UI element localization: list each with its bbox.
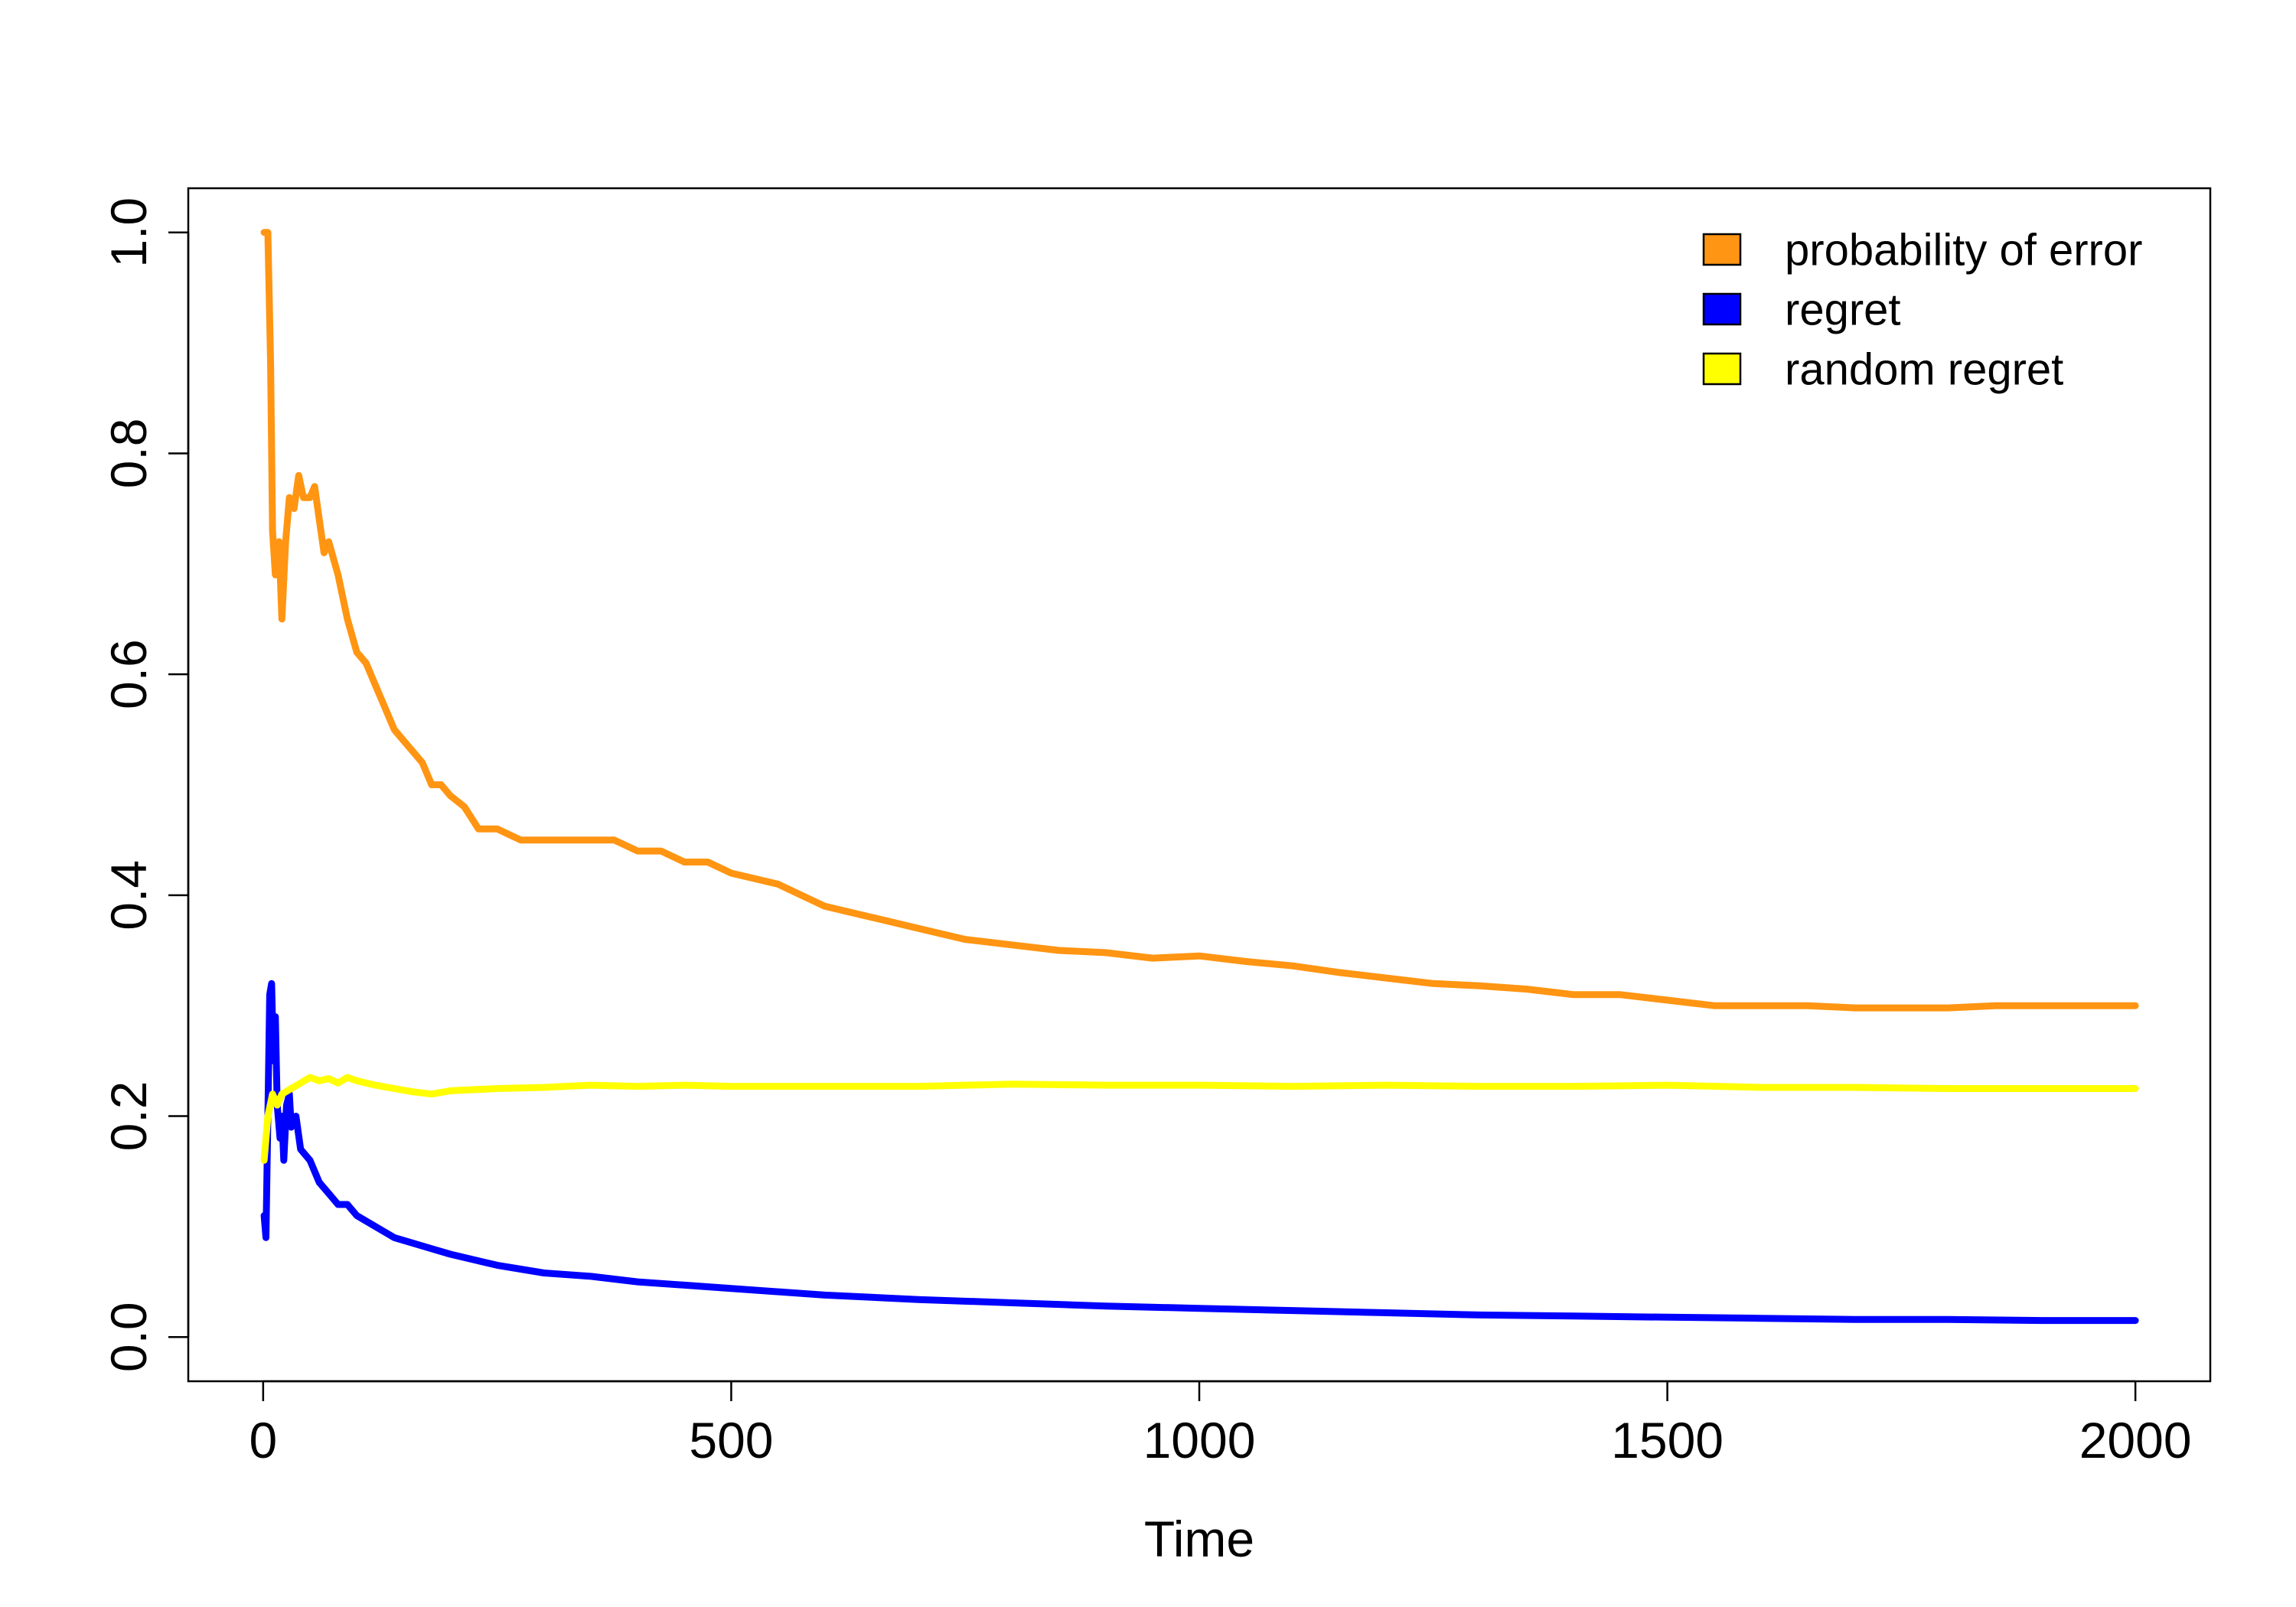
- legend-label-random-regret: random regret: [1785, 345, 2063, 395]
- series-line-random-regret: [260, 1074, 2139, 1164]
- x-tick-label: 1000: [1143, 1412, 1256, 1468]
- y-axis: 0.0 0.2 0.4 0.6 0.8 1.0: [100, 197, 190, 1372]
- series-lines: [260, 229, 2139, 1325]
- legend-label-regret: regret: [1785, 285, 1901, 335]
- y-tick-label: 0.4: [100, 860, 157, 931]
- legend: probability of error regret random regret: [1702, 226, 2142, 395]
- y-tick-label: 1.0: [100, 197, 157, 268]
- x-tick-label: 2000: [2079, 1412, 2192, 1468]
- series-line-probability-of-error: [260, 229, 2139, 1012]
- x-tick-label: 500: [689, 1412, 773, 1468]
- x-axis-title: Time: [1144, 1511, 1254, 1567]
- y-tick-label: 0.8: [100, 419, 157, 489]
- x-tick-label: 1500: [1611, 1412, 1724, 1468]
- y-tick-label: 0.2: [100, 1081, 157, 1152]
- x-axis: 0 500 1000 1500 2000: [249, 1380, 2192, 1468]
- legend-swatch-probability-of-error: [1702, 233, 1742, 266]
- x-tick-label: 0: [249, 1412, 277, 1468]
- legend-swatch-random-regret: [1702, 352, 1742, 386]
- legend-swatch-regret: [1702, 292, 1742, 326]
- y-tick-label: 0.6: [100, 639, 157, 709]
- legend-label-probability-of-error: probability of error: [1785, 226, 2142, 275]
- y-tick-label: 0.0: [100, 1302, 157, 1372]
- series-line-regret: [260, 980, 2139, 1325]
